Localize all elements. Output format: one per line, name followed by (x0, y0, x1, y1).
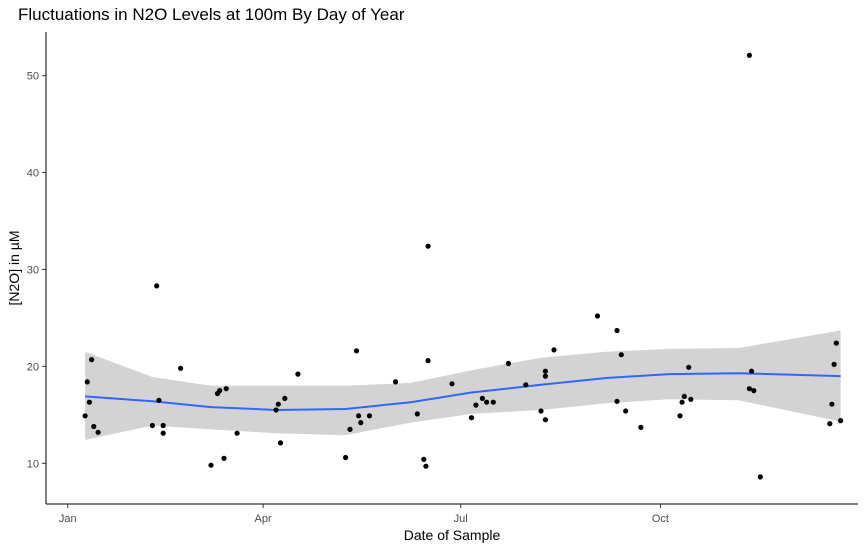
data-point (425, 243, 431, 249)
data-point (614, 398, 620, 404)
data-point (681, 393, 687, 399)
data-point (542, 373, 549, 379)
data-point (523, 382, 529, 388)
data-point (393, 379, 399, 385)
y-tick-label: 20 (27, 361, 39, 373)
data-point (282, 395, 288, 401)
data-point (473, 402, 479, 408)
data-point (594, 313, 601, 319)
data-point (538, 408, 544, 414)
data-point (542, 368, 549, 374)
data-point (156, 397, 162, 403)
data-point (154, 283, 160, 289)
data-point (160, 422, 166, 429)
data-point (221, 455, 227, 461)
data-point (423, 463, 429, 469)
data-point (414, 411, 420, 417)
data-point (479, 395, 485, 401)
data-point (505, 360, 511, 367)
data-point (358, 420, 364, 426)
data-point (623, 408, 629, 414)
axes-layer: 10 20 30 40 50 Jan Apr Jul Oct (27, 32, 858, 525)
data-point (688, 396, 694, 402)
data-point (353, 348, 360, 354)
data-point (679, 399, 685, 405)
data-point (551, 347, 557, 353)
smooth-line-layer (85, 372, 841, 412)
data-point (468, 415, 475, 421)
data-points-layer (82, 52, 844, 480)
data-point (273, 407, 279, 413)
data-point (277, 440, 284, 446)
x-tick-label: Oct (652, 513, 669, 525)
x-tick-label: Jul (454, 513, 468, 525)
data-point (347, 426, 353, 432)
data-point (746, 386, 753, 392)
data-point (149, 422, 155, 429)
data-point (356, 413, 362, 419)
data-point (838, 418, 844, 424)
x-axis-title: Date of Sample (404, 527, 501, 543)
data-point (638, 424, 644, 430)
data-point (275, 401, 281, 407)
data-point (343, 454, 349, 461)
data-point (757, 474, 763, 480)
smooth-trend-line (85, 372, 841, 412)
y-axis-title: [N2O] in µM (6, 231, 22, 306)
data-point (677, 413, 683, 419)
y-tick-label: 50 (27, 71, 39, 83)
data-point (827, 421, 833, 427)
data-point (833, 340, 839, 346)
data-point (86, 399, 92, 405)
data-point (542, 417, 549, 423)
data-point (421, 456, 427, 462)
data-point (82, 413, 88, 419)
data-point (178, 365, 184, 371)
y-tick-label: 10 (27, 458, 39, 470)
y-tick-label: 40 (27, 168, 39, 180)
data-point (831, 361, 837, 367)
data-point (91, 423, 97, 430)
data-point (89, 357, 95, 363)
confidence-band (85, 330, 841, 440)
data-point (686, 364, 692, 370)
confidence-band-layer (85, 330, 841, 440)
data-point (223, 386, 229, 392)
data-point (425, 358, 431, 364)
data-point (618, 352, 624, 358)
data-point (751, 388, 757, 394)
data-point (208, 462, 214, 468)
data-point (614, 327, 620, 334)
data-point (746, 52, 753, 58)
data-point (234, 430, 240, 436)
data-point (490, 399, 496, 405)
data-point (829, 401, 835, 407)
chart-title: Fluctuations in N2O Levels at 100m By Da… (18, 5, 405, 24)
data-point (295, 371, 301, 377)
data-point (484, 399, 490, 405)
x-tick-label: Apr (255, 513, 272, 525)
data-point (217, 388, 223, 394)
data-point (84, 379, 90, 385)
x-tick-label: Jan (59, 513, 77, 525)
y-tick-label: 30 (27, 264, 39, 276)
data-point (95, 429, 101, 435)
data-point (449, 381, 455, 387)
data-point (160, 430, 166, 436)
data-point (366, 413, 373, 419)
data-point (749, 368, 755, 374)
